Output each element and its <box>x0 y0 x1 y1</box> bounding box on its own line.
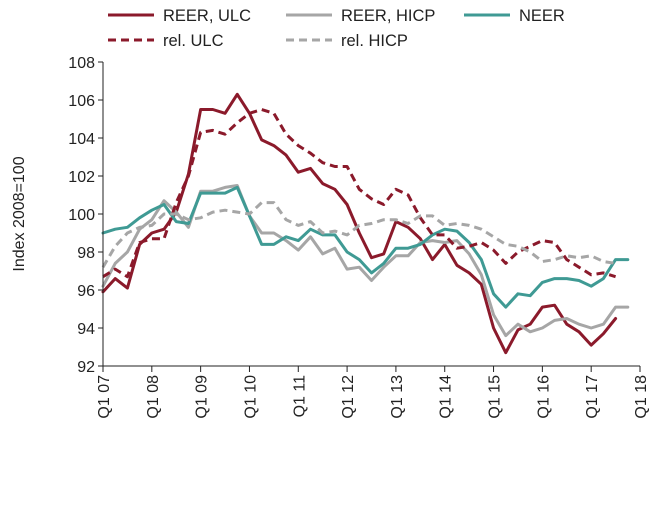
x-tick-label: Q1 14 <box>438 375 455 419</box>
x-tick-label: Q1 10 <box>242 375 259 419</box>
y-tick-label: 106 <box>68 93 95 110</box>
series-line-rel-hicp <box>101 201 616 268</box>
x-tick-label: Q1 16 <box>535 375 552 419</box>
series-line-neer <box>101 185 630 309</box>
series-line-rel-ulc <box>102 108 617 279</box>
x-tick-label: Q1 18 <box>633 375 650 419</box>
x-tick-label: Q1 07 <box>96 375 113 419</box>
y-axis: 92 94 96 98 100 102 104 106 108 <box>68 55 103 376</box>
legend-label: REER, ULC <box>163 7 251 25</box>
y-tick-label: 92 <box>77 359 95 376</box>
y-axis-title: Index 2008=100 <box>11 156 28 271</box>
y-tick-label: 98 <box>77 245 95 262</box>
legend: REER, ULC REER, HICP NEER rel. ULC rel. HICP <box>108 7 565 50</box>
x-tick-label: Q1 09 <box>194 375 211 419</box>
x-tick-label: Q1 12 <box>340 375 357 419</box>
legend-label: REER, HICP <box>341 7 435 25</box>
series-lines <box>101 92 630 355</box>
y-tick-label: 94 <box>77 321 95 338</box>
y-tick-label: 96 <box>77 283 95 300</box>
x-tick-label: Q1 13 <box>389 375 406 419</box>
x-tick-label: Q1 08 <box>145 375 162 419</box>
x-axis: Q1 07 Q1 08 Q1 09 Q1 10 Q1 11 Q1 12 Q1 13 Q1 14… <box>96 366 650 419</box>
legend-label: rel. HICP <box>341 32 408 50</box>
y-tick-label: 102 <box>68 169 95 186</box>
axes-frame <box>102 62 640 367</box>
legend-label: rel. ULC <box>163 32 224 50</box>
x-tick-label: Q1 11 <box>291 375 308 418</box>
x-tick-label: Q1 17 <box>584 375 601 419</box>
legend-label: NEER <box>519 7 565 25</box>
y-tick-label: 108 <box>68 55 95 72</box>
y-tick-label: 104 <box>68 131 95 148</box>
x-tick-label: Q1 15 <box>487 375 504 419</box>
y-tick-label: 100 <box>68 207 95 224</box>
